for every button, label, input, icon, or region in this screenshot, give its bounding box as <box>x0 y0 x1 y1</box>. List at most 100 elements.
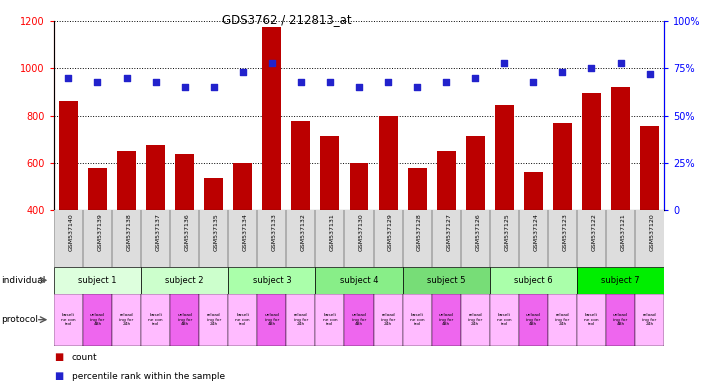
Bar <box>577 294 606 346</box>
Bar <box>88 168 107 305</box>
Text: reload
ing for
24h: reload ing for 24h <box>119 313 134 326</box>
Text: GSM537131: GSM537131 <box>330 213 335 251</box>
Bar <box>292 121 310 305</box>
Text: subject 6: subject 6 <box>514 276 553 285</box>
Text: unload
ing for
48h: unload ing for 48h <box>439 313 454 326</box>
Bar <box>466 136 485 305</box>
Text: baseli
ne con
trol: baseli ne con trol <box>61 313 75 326</box>
Text: unload
ing for
48h: unload ing for 48h <box>613 313 628 326</box>
Text: GSM537140: GSM537140 <box>68 213 73 251</box>
Text: GSM537132: GSM537132 <box>301 213 306 251</box>
Text: GSM537128: GSM537128 <box>417 213 422 251</box>
Text: baseli
ne con
trol: baseli ne con trol <box>584 313 599 326</box>
Text: subject 3: subject 3 <box>253 276 291 285</box>
Bar <box>577 267 664 294</box>
Point <box>266 60 278 66</box>
Bar <box>228 267 315 294</box>
Point <box>150 78 162 84</box>
Text: GSM537138: GSM537138 <box>126 213 131 251</box>
Text: baseli
ne con
trol: baseli ne con trol <box>148 313 163 326</box>
Point <box>237 69 248 75</box>
Text: baseli
ne con
trol: baseli ne con trol <box>236 313 250 326</box>
Bar <box>315 267 403 294</box>
Text: reload
ing for
24h: reload ing for 24h <box>468 313 482 326</box>
Bar <box>403 267 490 294</box>
Text: baseli
ne con
trol: baseli ne con trol <box>322 313 337 326</box>
Point <box>179 84 190 90</box>
Text: protocol: protocol <box>1 315 38 324</box>
Bar <box>112 294 141 346</box>
Point <box>615 60 626 66</box>
Bar <box>611 87 630 305</box>
Bar <box>582 93 601 305</box>
Text: GSM537127: GSM537127 <box>446 213 451 251</box>
Text: subject 7: subject 7 <box>601 276 640 285</box>
Bar <box>141 294 170 346</box>
Text: reload
ing for
24h: reload ing for 24h <box>207 313 221 326</box>
Bar <box>54 267 141 294</box>
Point <box>121 75 132 81</box>
Text: reload
ing for
24h: reload ing for 24h <box>381 313 395 326</box>
Bar <box>345 294 373 346</box>
Bar <box>320 136 340 305</box>
Text: individual: individual <box>1 276 45 285</box>
Text: GSM537137: GSM537137 <box>156 213 161 251</box>
Bar <box>490 267 577 294</box>
Text: GSM537122: GSM537122 <box>592 213 597 251</box>
Text: GSM537123: GSM537123 <box>562 213 567 251</box>
Text: GSM537120: GSM537120 <box>650 213 655 251</box>
Text: GSM537126: GSM537126 <box>475 213 480 251</box>
Point <box>353 84 365 90</box>
Point <box>382 78 393 84</box>
Point <box>411 84 423 90</box>
Bar <box>548 294 577 346</box>
Text: percentile rank within the sample: percentile rank within the sample <box>72 372 225 381</box>
Text: ■: ■ <box>54 352 63 362</box>
Bar <box>54 294 83 346</box>
Bar <box>228 294 257 346</box>
Text: unload
ing for
48h: unload ing for 48h <box>352 313 366 326</box>
Text: GDS3762 / 212813_at: GDS3762 / 212813_at <box>223 13 352 26</box>
Text: GSM537129: GSM537129 <box>388 213 393 251</box>
Bar <box>146 145 165 305</box>
Bar <box>233 163 252 305</box>
Point <box>556 69 568 75</box>
Text: reload
ing for
24h: reload ing for 24h <box>294 313 308 326</box>
Bar <box>606 294 635 346</box>
Bar <box>403 294 432 346</box>
Point <box>208 84 220 90</box>
Text: GSM537136: GSM537136 <box>185 213 190 251</box>
Bar <box>83 294 112 346</box>
Bar <box>640 126 659 305</box>
Bar <box>495 105 514 305</box>
Text: subject 2: subject 2 <box>165 276 204 285</box>
Text: GSM537121: GSM537121 <box>620 213 625 251</box>
Bar <box>519 294 548 346</box>
Point <box>586 65 597 71</box>
Point <box>295 78 307 84</box>
Bar <box>373 294 403 346</box>
Point <box>325 78 336 84</box>
Bar <box>204 178 223 305</box>
Bar <box>408 168 426 305</box>
Text: baseli
ne con
trol: baseli ne con trol <box>410 313 424 326</box>
Text: GSM537125: GSM537125 <box>504 213 509 251</box>
Text: subject 4: subject 4 <box>340 276 378 285</box>
Point <box>62 75 74 81</box>
Text: GSM537139: GSM537139 <box>98 213 103 251</box>
Text: reload
ing for
24h: reload ing for 24h <box>555 313 569 326</box>
Bar <box>141 267 228 294</box>
Text: reload
ing for
24h: reload ing for 24h <box>643 313 657 326</box>
Text: unload
ing for
48h: unload ing for 48h <box>177 313 192 326</box>
Point <box>92 78 103 84</box>
Bar <box>117 151 136 305</box>
Text: ■: ■ <box>54 371 63 381</box>
Bar <box>199 294 228 346</box>
Bar <box>262 27 281 305</box>
Text: unload
ing for
48h: unload ing for 48h <box>526 313 541 326</box>
Bar <box>315 294 345 346</box>
Bar <box>170 294 199 346</box>
Bar <box>378 116 398 305</box>
Bar <box>175 154 194 305</box>
Text: GSM537124: GSM537124 <box>533 213 538 251</box>
